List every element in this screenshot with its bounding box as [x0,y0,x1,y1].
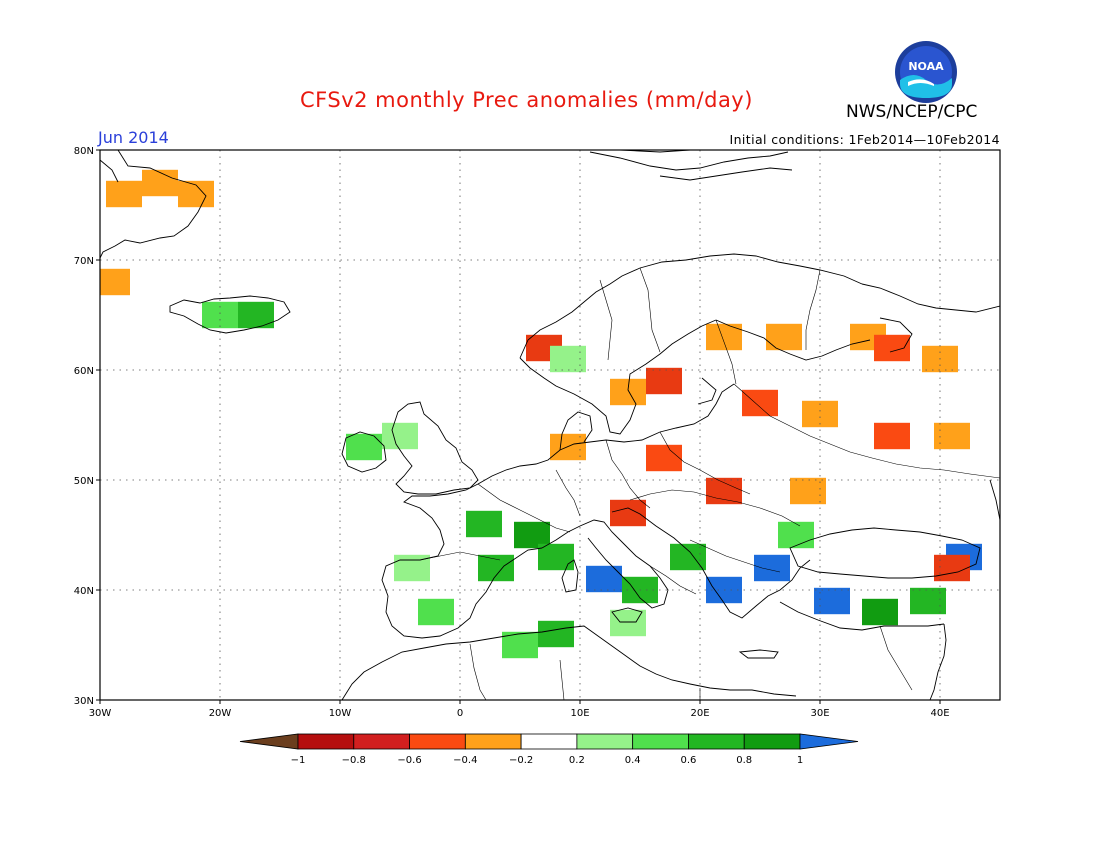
anomaly-cell [874,334,910,362]
colorbar-min-arrow [239,733,299,750]
anomaly-cell [910,587,946,615]
anomaly-cell [538,620,574,648]
anomaly-cell [934,422,970,450]
colorbar-label: 1 [797,755,803,766]
anomaly-cell [238,301,274,329]
colorbar-segment [632,733,689,750]
anomaly-cell [466,510,502,538]
lon-label: 20E [690,708,709,719]
anomaly-cell [646,444,682,472]
colorbar-label: −0.4 [453,755,477,766]
anomaly-cell [106,180,142,208]
anomaly-cell [478,554,514,582]
anomaly-cell [766,323,802,351]
lat-label: 50N [74,476,94,487]
anomaly-cell [790,477,826,505]
colorbar-label: 0.4 [625,755,641,766]
anomaly-cell [934,554,970,582]
colorbar-label: −0.2 [509,755,533,766]
initial-conditions: Initial conditions: 1Feb2014—10Feb2014 [729,132,1000,147]
lat-label: 70N [74,256,94,267]
colorbar-segment [743,733,801,750]
noaa-logo: NOAA [895,41,957,103]
colorbar-segment [353,733,410,750]
colorbar-segment [297,733,355,750]
anomaly-cell [874,422,910,450]
anomaly-cell [706,477,742,505]
forecast-period: Jun 2014 [98,128,169,147]
political-borders [419,267,1000,700]
anomaly-cell [502,631,538,659]
anomaly-cell [550,345,586,373]
colorbar-max-arrow [799,733,859,750]
anomaly-cell [346,433,382,461]
colorbar-label: 0.2 [569,755,585,766]
lon-label: 30E [810,708,829,719]
axis-labels: 30W 20W 10W 0 10E 20E 30E 40E 30N 40N 50N 60N 70N 80N [74,146,950,719]
anomaly-cell [202,301,238,329]
anomaly-cell [382,422,418,450]
colorbar-segment [464,733,522,750]
anomaly-cell [586,565,622,593]
anomaly-cell [742,389,778,417]
lon-label: 0 [457,708,463,719]
anomaly-cell [100,268,130,296]
anomaly-cell [610,609,646,637]
colorbar-segment [520,733,578,750]
lon-label: 20W [209,708,232,719]
lon-label: 40E [930,708,949,719]
anomaly-cell [646,367,682,395]
colorbar-segment [688,733,745,750]
noaa-logo-text: NOAA [908,60,944,73]
colorbar-label: 0.6 [680,755,696,766]
agency-label: NWS/NCEP/CPC [846,102,978,122]
anomaly-field [100,169,982,659]
anomaly-cell [418,598,454,626]
map-title: CFSv2 monthly Prec anomalies (mm/day) [300,88,753,112]
lon-label: 10E [570,708,589,719]
anomaly-cell [862,598,898,626]
lon-label: 10W [329,708,352,719]
colorbar-segment [576,733,634,750]
map-frame [99,149,1001,701]
anomaly-cell [814,587,850,615]
lon-label: 30W [89,708,112,719]
lat-label: 60N [74,366,94,377]
colorbar-legend: −1 −0.8 −0.6 −0.4 −0.2 0.2 0.4 0.6 0.8 1 [239,733,859,766]
colorbar-segment [409,733,466,750]
colorbar-label: −1 [291,755,306,766]
lat-label: 30N [74,696,94,707]
anomaly-cell [610,378,646,406]
lat-label: 80N [74,146,94,157]
lat-label: 40N [74,586,94,597]
anomaly-cell [754,554,790,582]
anomaly-cell [538,543,574,571]
colorbar-label: 0.8 [736,755,752,766]
lat-lon-grid [100,150,1000,700]
colorbar-label: −0.6 [397,755,421,766]
colorbar-label: −0.8 [342,755,366,766]
anomaly-cell [610,499,646,527]
anomaly-cell [778,521,814,549]
anomaly-cell [142,169,178,197]
anomaly-cell [802,400,838,428]
